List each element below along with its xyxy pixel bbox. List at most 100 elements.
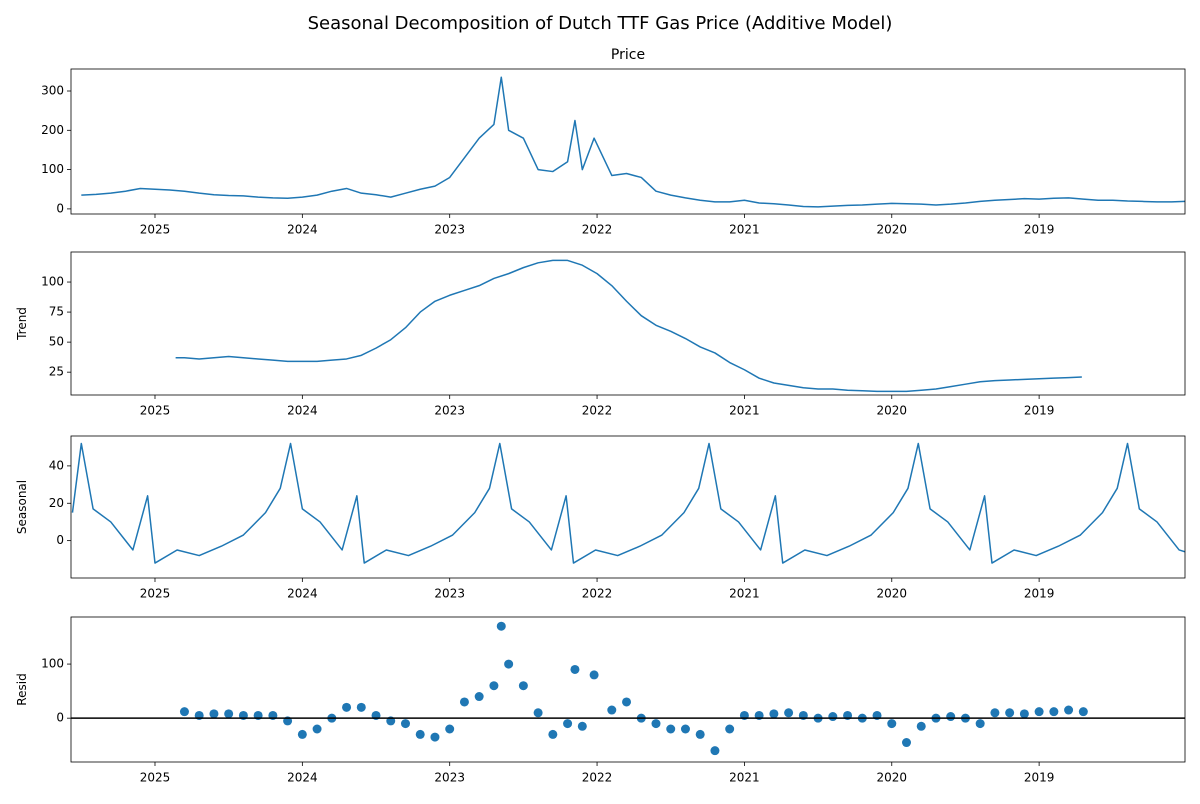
y-tick-label: 100 <box>41 162 64 176</box>
x-tick-label: 2023 <box>434 404 465 418</box>
resid-point <box>784 708 794 718</box>
x-tick-label: 2019 <box>1024 223 1055 237</box>
resid-point <box>548 729 558 739</box>
x-tick-label: 2025 <box>140 223 171 237</box>
x-tick-label: 2020 <box>876 771 907 785</box>
y-tick-label: 0 <box>56 533 64 547</box>
resid-point <box>710 746 720 756</box>
y-axis-label: Trend <box>15 307 29 341</box>
x-tick-label: 2020 <box>876 223 907 237</box>
x-tick-label: 2021 <box>729 404 760 418</box>
resid-point <box>1049 707 1059 717</box>
y-tick-label: 20 <box>49 496 64 510</box>
resid-point <box>489 681 499 691</box>
resid-point <box>563 719 573 729</box>
axes-frame <box>70 68 1186 215</box>
x-tick-label: 2024 <box>287 587 318 601</box>
resid-point <box>589 670 599 680</box>
resid-point <box>496 621 506 631</box>
resid-point <box>946 712 956 722</box>
resid-point <box>518 681 528 691</box>
resid-point <box>695 729 705 739</box>
x-tick-label: 2023 <box>434 223 465 237</box>
y-tick-label: 100 <box>41 657 64 671</box>
resid-point <box>1005 708 1015 718</box>
y-tick-label: 0 <box>56 711 64 725</box>
resid-point <box>179 707 189 717</box>
resid-point <box>607 705 617 715</box>
x-tick-label: 2022 <box>582 587 613 601</box>
x-tick-label: 2023 <box>434 771 465 785</box>
y-tick-label: 50 <box>49 335 64 349</box>
resid-point <box>459 697 469 707</box>
x-tick-label: 2019 <box>1024 404 1055 418</box>
panel-title: Price <box>611 47 645 63</box>
resid-point <box>209 709 219 719</box>
resid-point <box>570 664 580 674</box>
y-axis-label: Seasonal <box>15 480 29 534</box>
resid-point <box>356 702 366 712</box>
resid-point <box>400 719 410 729</box>
axes-frame <box>70 616 1186 763</box>
y-tick-label: 100 <box>41 275 64 289</box>
resid-point <box>887 719 897 729</box>
resid-point <box>1064 705 1074 715</box>
y-tick-label: 200 <box>41 123 64 137</box>
x-tick-label: 2023 <box>434 587 465 601</box>
resid-point <box>312 724 322 734</box>
resid-point <box>622 697 632 707</box>
x-tick-label: 2020 <box>876 404 907 418</box>
resid-point <box>1078 707 1088 717</box>
x-tick-label: 2024 <box>287 223 318 237</box>
resid-point <box>975 719 985 729</box>
y-tick-label: 25 <box>49 365 64 379</box>
resid-point <box>990 708 1000 718</box>
axes-frame <box>70 251 1186 396</box>
resid-point <box>342 702 352 712</box>
panel: Seasonal 2025 2024 2023 2022 2021 2020 2019 0 20 4… <box>15 435 1186 601</box>
line-series <box>175 259 1082 393</box>
x-tick-label: 2022 <box>582 404 613 418</box>
plot-area <box>81 76 1185 208</box>
y-tick-label: 300 <box>41 84 64 98</box>
x-tick-label: 2019 <box>1024 587 1055 601</box>
resid-point <box>577 721 587 731</box>
line-series <box>71 442 1185 564</box>
resid-point <box>828 712 838 722</box>
x-tick-label: 2022 <box>582 771 613 785</box>
x-tick-label: 2019 <box>1024 771 1055 785</box>
x-tick-label: 2021 <box>729 771 760 785</box>
x-tick-label: 2024 <box>287 771 318 785</box>
x-tick-label: 2025 <box>140 404 171 418</box>
resid-point <box>445 724 455 734</box>
resid-point <box>902 738 911 748</box>
y-tick-label: 75 <box>49 305 64 319</box>
plot-area <box>175 259 1082 393</box>
y-tick-label: 0 <box>56 201 64 215</box>
resid-point <box>1034 707 1044 717</box>
resid-point <box>769 709 779 719</box>
x-tick-label: 2025 <box>140 771 171 785</box>
x-tick-label: 2020 <box>876 587 907 601</box>
resid-point <box>474 692 484 702</box>
line-series <box>81 76 1185 208</box>
figure-title: Seasonal Decomposition of Dutch TTF Gas … <box>308 13 893 34</box>
y-axis-label: Resid <box>15 673 29 705</box>
resid-point <box>1019 709 1029 719</box>
x-tick-label: 2022 <box>582 223 613 237</box>
resid-point <box>533 708 543 718</box>
resid-point <box>651 719 661 729</box>
resid-point <box>916 721 926 731</box>
x-tick-label: 2021 <box>729 223 760 237</box>
panel: Trend 2025 2024 2023 2022 2021 2020 2019 25 50 75 1… <box>15 251 1186 418</box>
resid-point <box>504 659 514 669</box>
resid-point <box>430 732 440 742</box>
panel: Resid 2025 2024 2023 2022 2021 2020 2019 0 100 <box>15 616 1186 785</box>
resid-point <box>415 729 425 739</box>
axes-frame <box>70 435 1186 579</box>
panel: Price 2025 2024 2023 2022 2021 2020 2019 0 100 200… <box>41 47 1186 237</box>
x-tick-label: 2024 <box>287 404 318 418</box>
resid-point <box>680 724 690 734</box>
y-tick-label: 40 <box>49 458 64 472</box>
